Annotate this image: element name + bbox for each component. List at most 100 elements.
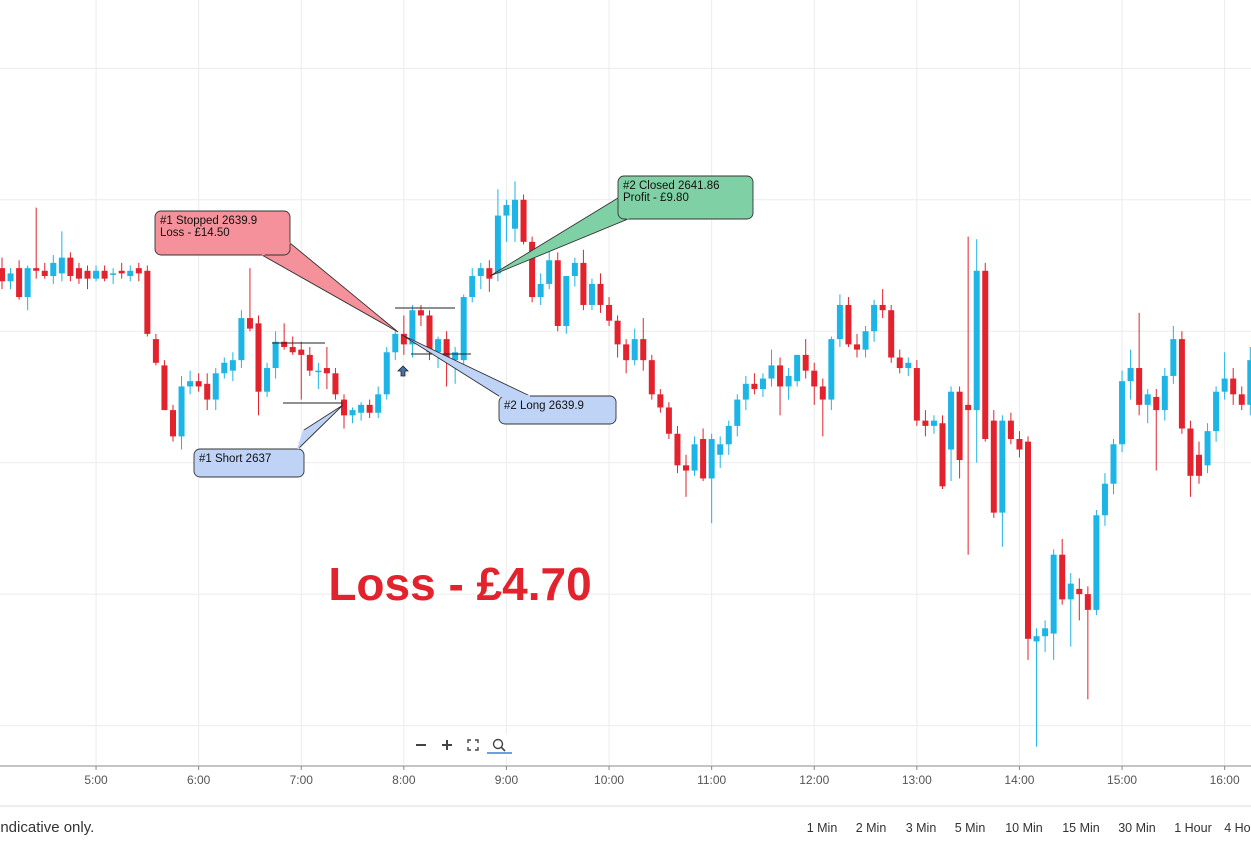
x-tick-label: 8:00 bbox=[392, 773, 416, 787]
candle-body bbox=[170, 410, 176, 437]
candle-body bbox=[84, 270, 91, 279]
candle-body bbox=[802, 354, 809, 371]
candle-body bbox=[537, 283, 544, 298]
candle-body bbox=[144, 270, 151, 334]
zoom-controls bbox=[408, 734, 514, 756]
x-tick-label: 15:00 bbox=[1107, 773, 1137, 787]
candle-body bbox=[1136, 368, 1143, 405]
entry-arrow bbox=[397, 365, 409, 377]
candle-body bbox=[1033, 636, 1040, 642]
x-tick-label: 7:00 bbox=[290, 773, 314, 787]
candle-body bbox=[674, 433, 681, 466]
x-tick-label: 12:00 bbox=[799, 773, 829, 787]
candle-body bbox=[1127, 368, 1134, 382]
candle-body bbox=[759, 378, 766, 390]
candle-body bbox=[469, 276, 476, 298]
candle-body bbox=[836, 304, 843, 340]
timeframe-button[interactable]: 3 Min bbox=[906, 821, 937, 835]
candle-body bbox=[67, 257, 74, 277]
candle-body bbox=[1110, 444, 1117, 484]
zoom-fit[interactable] bbox=[467, 739, 479, 751]
candle-body bbox=[426, 315, 433, 353]
candle-body bbox=[238, 318, 245, 361]
candle-body bbox=[1178, 339, 1185, 429]
candle-body bbox=[580, 262, 587, 305]
candle-body bbox=[264, 368, 271, 392]
candle-body bbox=[323, 368, 330, 374]
x-tick-label: 10:00 bbox=[594, 773, 624, 787]
x-tick-label: 13:00 bbox=[902, 773, 932, 787]
candle-body bbox=[896, 357, 903, 369]
zoom-reset[interactable] bbox=[492, 738, 504, 750]
candle-body bbox=[477, 268, 484, 277]
candle-body bbox=[1084, 594, 1091, 610]
candle-body bbox=[246, 318, 253, 329]
candle-body bbox=[187, 381, 194, 387]
candle-body bbox=[400, 333, 407, 345]
candle-body bbox=[717, 444, 724, 455]
candle-body bbox=[1230, 378, 1237, 395]
candle-body bbox=[571, 262, 578, 277]
timeframe-button[interactable]: 1 Hour bbox=[1174, 821, 1212, 835]
candle-body bbox=[905, 362, 912, 369]
candle-body bbox=[409, 310, 416, 345]
callout-pointer bbox=[260, 242, 399, 333]
candle-body bbox=[1007, 420, 1014, 440]
candle-body bbox=[16, 268, 23, 298]
candle-body bbox=[683, 465, 689, 471]
candle-body bbox=[229, 360, 236, 371]
zoom-in[interactable] bbox=[442, 740, 452, 750]
candle-body bbox=[41, 270, 48, 277]
timeframe-button[interactable]: 15 Min bbox=[1062, 821, 1100, 835]
x-tick-label: 9:00 bbox=[495, 773, 519, 787]
candle-body bbox=[195, 381, 202, 387]
candle-body bbox=[888, 310, 895, 358]
timeframe-button[interactable]: 2 Min bbox=[856, 821, 887, 835]
candle-body bbox=[383, 352, 390, 395]
candle-body bbox=[956, 391, 963, 461]
candle-body bbox=[435, 339, 442, 353]
callout-pointer bbox=[297, 404, 344, 450]
candle-body bbox=[1204, 431, 1211, 466]
candle-body bbox=[665, 407, 672, 434]
x-tick-label: 11:00 bbox=[697, 773, 726, 787]
candle-body bbox=[777, 365, 784, 387]
candle-body bbox=[546, 260, 553, 284]
candle-body bbox=[204, 383, 211, 400]
callout-text: Loss - £14.50 bbox=[160, 227, 230, 239]
candle-body bbox=[623, 344, 630, 361]
callout-seam bbox=[297, 429, 305, 450]
zoom-bar bbox=[408, 734, 514, 756]
candle-body bbox=[503, 205, 510, 216]
timeframe-button[interactable]: 30 Min bbox=[1118, 821, 1156, 835]
candle-body bbox=[811, 370, 818, 387]
candle-body bbox=[118, 270, 125, 274]
timeframe-button[interactable]: 1 Min bbox=[807, 821, 838, 835]
candle-body bbox=[443, 339, 450, 361]
candle-body bbox=[212, 373, 219, 400]
zoom-reset-handle bbox=[500, 746, 506, 752]
candle-body bbox=[708, 439, 715, 479]
timeframe-button[interactable]: 4 Hour bbox=[1224, 821, 1251, 835]
candle-body bbox=[862, 331, 869, 350]
candle-body bbox=[255, 323, 262, 392]
callout-seam bbox=[261, 242, 291, 256]
candle-body bbox=[0, 268, 5, 282]
candle-body bbox=[1187, 428, 1194, 476]
callout-text: #1 Short 2637 bbox=[199, 453, 271, 465]
timeframe-button[interactable]: 5 Min bbox=[955, 821, 986, 835]
candle-body bbox=[152, 339, 159, 363]
candle-body bbox=[939, 423, 946, 487]
candle-body bbox=[332, 373, 339, 395]
callout-box bbox=[498, 395, 617, 425]
callout-box bbox=[617, 175, 754, 220]
x-tick-label: 6:00 bbox=[187, 773, 211, 787]
candle-body bbox=[75, 268, 82, 279]
candle-body bbox=[973, 270, 980, 411]
candle-body bbox=[640, 339, 647, 361]
timeframe-button[interactable]: 10 Min bbox=[1005, 821, 1043, 835]
candle-body bbox=[794, 354, 801, 382]
candle-body bbox=[845, 304, 852, 345]
